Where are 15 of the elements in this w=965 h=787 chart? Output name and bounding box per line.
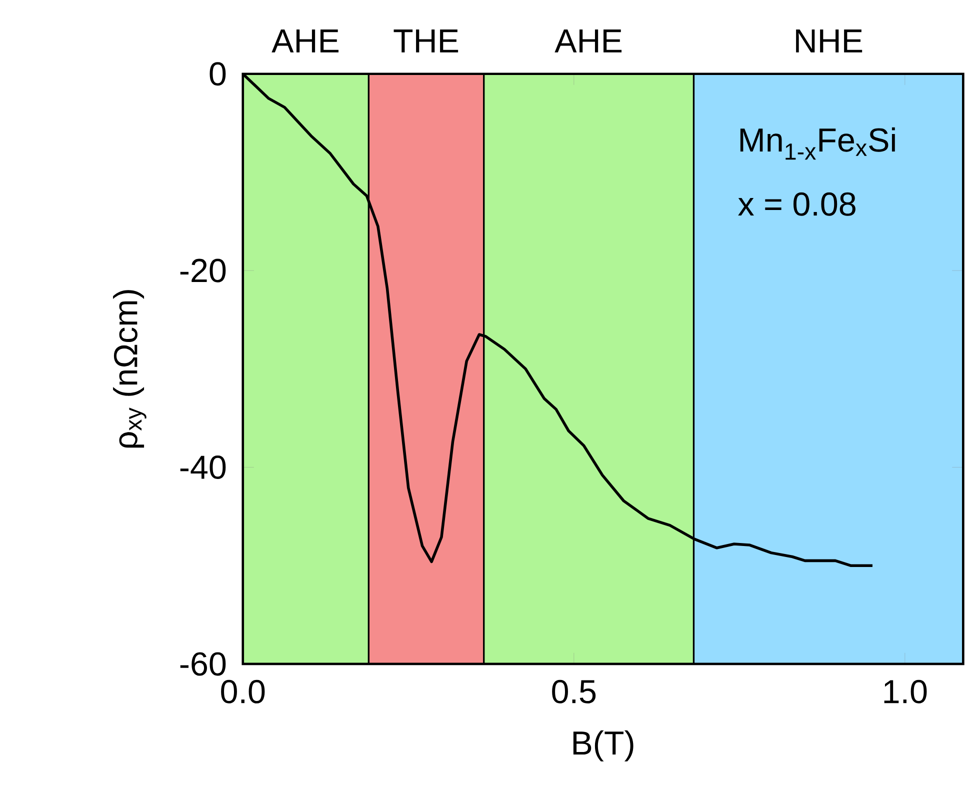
x-tick-label: 0.5	[552, 680, 596, 704]
y-tick-label: -60	[180, 652, 226, 676]
band-label: THE	[394, 30, 458, 53]
y-tick-label: -20	[180, 258, 226, 282]
annotation: x = 0.08	[738, 192, 856, 216]
band-label: NHE	[796, 30, 862, 53]
y-tick-label: 0	[210, 62, 226, 86]
x-tick-label: 1.0	[884, 680, 927, 704]
annotation: Mn$_{1-x}$Fe$_{x}$Si	[740, 128, 895, 160]
band-label: AHE	[554, 30, 622, 53]
y-tick-label: -40	[180, 456, 226, 480]
band-label: AHE	[272, 30, 339, 53]
x-axis-title: B(T)	[573, 730, 634, 762]
y-axis-title: ρ$_{xy}$ (nΩcm)	[113, 290, 146, 448]
x-tick-label: 0.0	[221, 680, 265, 704]
